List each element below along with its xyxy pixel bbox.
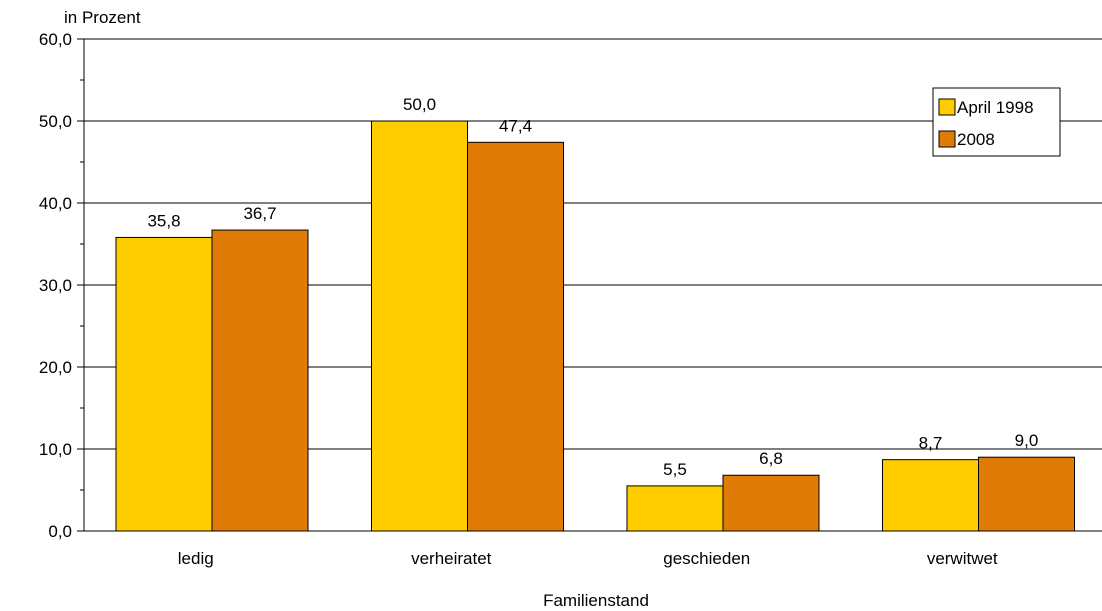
y-tick-label: 40,0 bbox=[39, 194, 72, 213]
bars bbox=[115, 120, 1075, 532]
bar-1-geschieden bbox=[626, 485, 724, 532]
legend-swatch-series-1 bbox=[938, 98, 956, 116]
data-label: 9,0 bbox=[1015, 431, 1039, 450]
category-label: verheiratet bbox=[411, 549, 492, 568]
bar-1-ledig bbox=[115, 236, 213, 532]
bar-2-verheiratet bbox=[467, 141, 564, 532]
legend-swatch-series-2 bbox=[938, 130, 956, 148]
category-label: geschieden bbox=[663, 549, 750, 568]
legend-label-series-2: 2008 bbox=[957, 130, 995, 149]
y-tick-label: 30,0 bbox=[39, 276, 72, 295]
bar-2-ledig bbox=[211, 229, 309, 532]
data-label: 5,5 bbox=[663, 460, 687, 479]
category-labels: ledig verheiratet geschieden verwitwet bbox=[178, 549, 998, 568]
y-tick-label: 50,0 bbox=[39, 112, 72, 131]
bar-1-verwitwet bbox=[882, 459, 979, 532]
y-tick-label: 20,0 bbox=[39, 358, 72, 377]
legend: April 1998 2008 bbox=[932, 87, 1061, 157]
data-label: 35,8 bbox=[147, 211, 180, 230]
data-label: 36,7 bbox=[243, 204, 276, 223]
bar-1-verheiratet bbox=[371, 120, 468, 532]
y-tick-label: 60,0 bbox=[39, 30, 72, 49]
data-label: 50,0 bbox=[403, 95, 436, 114]
y-tick-labels: 0,0 10,0 20,0 30,0 40,0 50,0 60,0 bbox=[39, 30, 72, 541]
data-label: 6,8 bbox=[759, 449, 783, 468]
data-label: 8,7 bbox=[919, 434, 943, 453]
y-tick-label: 0,0 bbox=[48, 522, 72, 541]
legend-label-series-1: April 1998 bbox=[957, 98, 1034, 117]
axes bbox=[77, 38, 1102, 532]
y-axis-title: in Prozent bbox=[64, 8, 141, 27]
category-label: ledig bbox=[178, 549, 214, 568]
bar-2-verwitwet bbox=[978, 456, 1075, 532]
category-label: verwitwet bbox=[927, 549, 998, 568]
bar-2-geschieden bbox=[722, 474, 820, 532]
data-labels: 35,8 36,7 50,0 47,4 5,5 6,8 8,7 9,0 bbox=[147, 95, 1038, 479]
x-axis-title: Familienstand bbox=[543, 591, 649, 610]
y-tick-label: 10,0 bbox=[39, 440, 72, 459]
data-label: 47,4 bbox=[499, 116, 532, 135]
